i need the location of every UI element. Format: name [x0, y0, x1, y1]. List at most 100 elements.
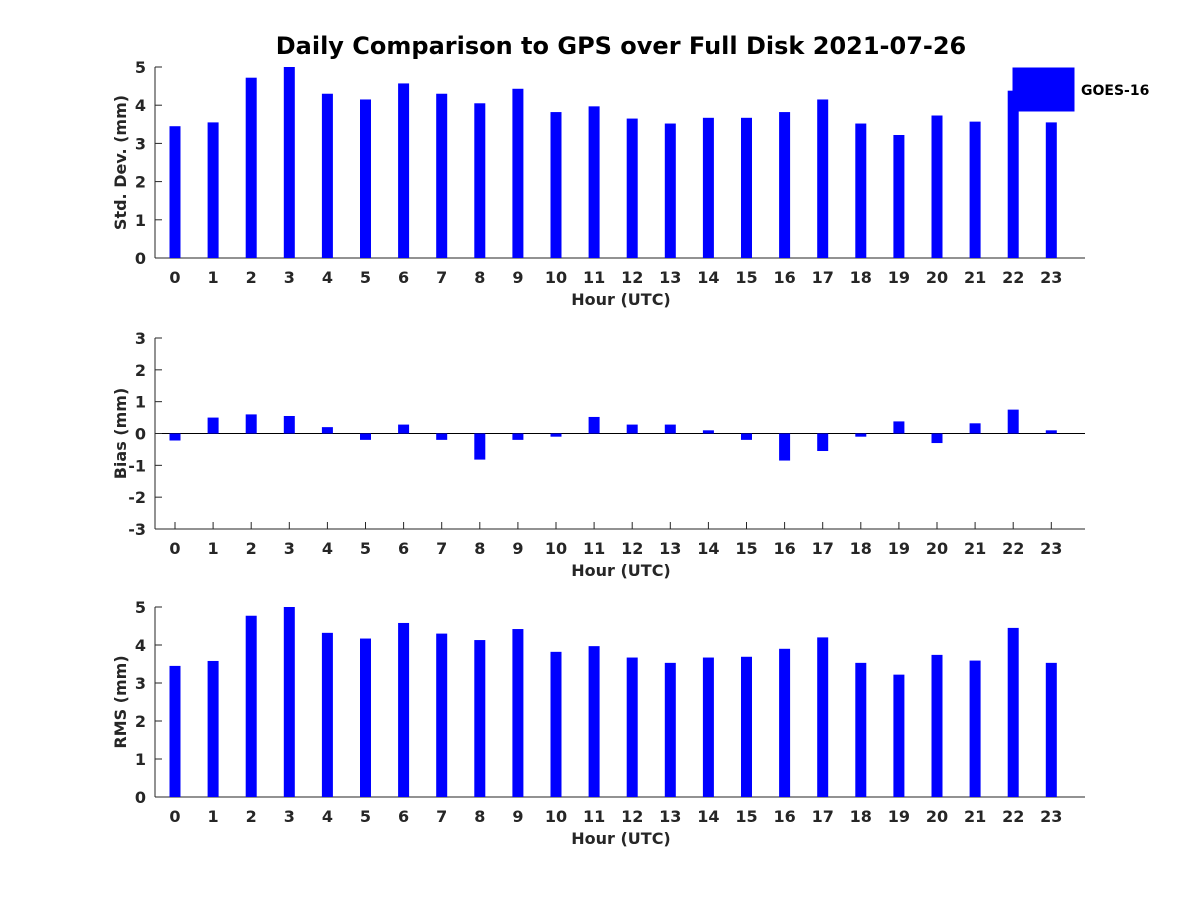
- bar-rms-18: [855, 662, 867, 797]
- bar-stddev-1: [207, 122, 219, 258]
- bar-rms-15: [741, 656, 752, 797]
- x-tick-label: 9: [512, 539, 523, 558]
- x-tick-label: 16: [773, 268, 795, 287]
- bar-bias-22: [1007, 409, 1019, 434]
- x-tick-label: 23: [1040, 539, 1062, 558]
- x-tick-label: 17: [812, 268, 834, 287]
- bar-bias-1: [207, 417, 219, 434]
- bar-stddev-16: [779, 112, 791, 259]
- bar-bias-16: [779, 433, 791, 461]
- bar-stddev-18: [855, 123, 867, 258]
- bar-bias-2: [245, 414, 257, 434]
- x-tick-label: 7: [436, 807, 447, 826]
- bar-bias-8: [474, 433, 486, 460]
- bar-rms-22: [1007, 627, 1019, 797]
- x-tick-label: 18: [850, 807, 872, 826]
- bar-bias-13: [664, 424, 676, 434]
- x-tick-label: 2: [246, 539, 257, 558]
- bar-stddev-0: [169, 126, 181, 259]
- y-tick-label: 4: [135, 96, 146, 115]
- x-tick-label: 1: [208, 807, 219, 826]
- y-tick-label: 5: [135, 58, 146, 77]
- x-tick-label: 5: [360, 539, 371, 558]
- bar-stddev-6: [398, 83, 410, 259]
- bar-bias-4: [321, 427, 333, 434]
- x-tick-label: 15: [735, 268, 757, 287]
- x-tick-label: 7: [436, 268, 447, 287]
- bar-rms-10: [550, 651, 562, 797]
- y-tick-label: 1: [135, 393, 146, 412]
- y-tick-label: 0: [135, 425, 146, 444]
- bar-rms-8: [474, 640, 486, 797]
- bar-rms-16: [779, 648, 791, 797]
- bar-bias-0: [169, 433, 181, 441]
- x-tick-label: 5: [360, 268, 371, 287]
- x-tick-label: 5: [360, 807, 371, 826]
- y-tick-label: -1: [128, 456, 146, 475]
- bar-stddev-5: [360, 99, 371, 258]
- x-axis-label: Hour (UTC): [571, 290, 671, 309]
- x-tick-label: 13: [659, 807, 681, 826]
- bar-bias-11: [588, 416, 600, 434]
- bar-stddev-19: [893, 134, 905, 258]
- bar-bias-14: [702, 430, 714, 434]
- x-tick-label: 12: [621, 268, 643, 287]
- y-tick-label: 0: [135, 788, 146, 807]
- bar-stddev-10: [550, 112, 562, 259]
- x-tick-label: 2: [246, 807, 257, 826]
- bar-stddev-17: [817, 99, 829, 258]
- x-tick-label: 16: [773, 807, 795, 826]
- x-tick-label: 13: [659, 268, 681, 287]
- x-tick-label: 10: [545, 268, 567, 287]
- x-tick-label: 21: [964, 268, 986, 287]
- legend-swatch: [1012, 67, 1075, 112]
- bar-rms-17: [817, 637, 829, 797]
- x-tick-label: 21: [964, 539, 986, 558]
- bar-bias-21: [969, 423, 981, 434]
- x-tick-label: 20: [926, 539, 948, 558]
- x-tick-label: 6: [398, 268, 409, 287]
- chart-title: Daily Comparison to GPS over Full Disk 2…: [276, 32, 967, 60]
- bar-rms-19: [893, 674, 905, 797]
- bar-rms-13: [664, 662, 676, 797]
- bar-stddev-23: [1045, 122, 1057, 258]
- bar-bias-6: [398, 424, 410, 434]
- y-tick-label: 1: [135, 211, 146, 230]
- y-tick-label: 1: [135, 750, 146, 769]
- x-tick-label: 2: [246, 268, 257, 287]
- bar-bias-10: [550, 433, 562, 437]
- bar-bias-12: [626, 424, 638, 434]
- x-tick-label: 1: [208, 539, 219, 558]
- y-tick-label: 2: [135, 361, 146, 380]
- x-axis-label: Hour (UTC): [571, 561, 671, 580]
- legend: GOES-16: [1012, 67, 1149, 112]
- bar-bias-3: [283, 415, 295, 434]
- bar-rms-21: [969, 660, 981, 797]
- y-tick-label: -2: [128, 488, 146, 507]
- bar-stddev-12: [626, 118, 638, 258]
- x-tick-label: 3: [284, 539, 295, 558]
- y-tick-label: 2: [135, 173, 146, 192]
- bar-stddev-11: [588, 106, 600, 258]
- bar-stddev-4: [321, 93, 333, 259]
- x-tick-label: 3: [284, 807, 295, 826]
- bar-rms-9: [512, 629, 524, 797]
- legend-label: GOES-16: [1081, 83, 1149, 99]
- bar-rms-0: [169, 665, 181, 797]
- bar-rms-7: [436, 633, 448, 797]
- bar-stddev-20: [931, 115, 943, 258]
- bar-bias-9: [512, 433, 524, 440]
- x-tick-label: 11: [583, 268, 605, 287]
- bar-rms-1: [207, 660, 219, 797]
- x-tick-label: 22: [1002, 807, 1024, 826]
- x-axis-label: Hour (UTC): [571, 829, 671, 848]
- y-tick-label: 3: [135, 134, 146, 153]
- y-tick-label: -3: [128, 520, 146, 539]
- y-axis-label: Std. Dev. (mm): [111, 95, 130, 230]
- bar-rms-2: [245, 615, 257, 797]
- x-tick-label: 14: [697, 539, 719, 558]
- x-tick-label: 20: [926, 807, 948, 826]
- x-tick-label: 12: [621, 539, 643, 558]
